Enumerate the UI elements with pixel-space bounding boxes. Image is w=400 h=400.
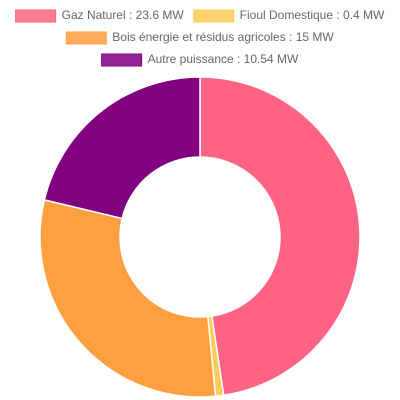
legend-label: Bois énergie et résidus agricoles : 15 M…	[112, 30, 334, 44]
legend-label: Gaz Naturel : 23.6 MW	[62, 8, 185, 22]
legend-swatch	[15, 9, 57, 23]
legend-row: Gaz Naturel : 23.6 MW Fioul Domestique : …	[15, 8, 385, 23]
legend-swatch	[101, 53, 143, 67]
legend-swatch	[193, 9, 235, 23]
doughnut-segment	[199, 76, 361, 397]
legend-row: Bois énergie et résidus agricoles : 15 M…	[65, 30, 334, 45]
legend-label: Fioul Domestique : 0.4 MW	[240, 8, 385, 22]
legend-label: Autre puissance : 10.54 MW	[148, 52, 299, 66]
doughnut-segment	[39, 198, 217, 398]
legend-row: Autre puissance : 10.54 MW	[101, 52, 299, 67]
doughnut-segment	[43, 76, 201, 220]
legend-swatch	[65, 31, 107, 45]
